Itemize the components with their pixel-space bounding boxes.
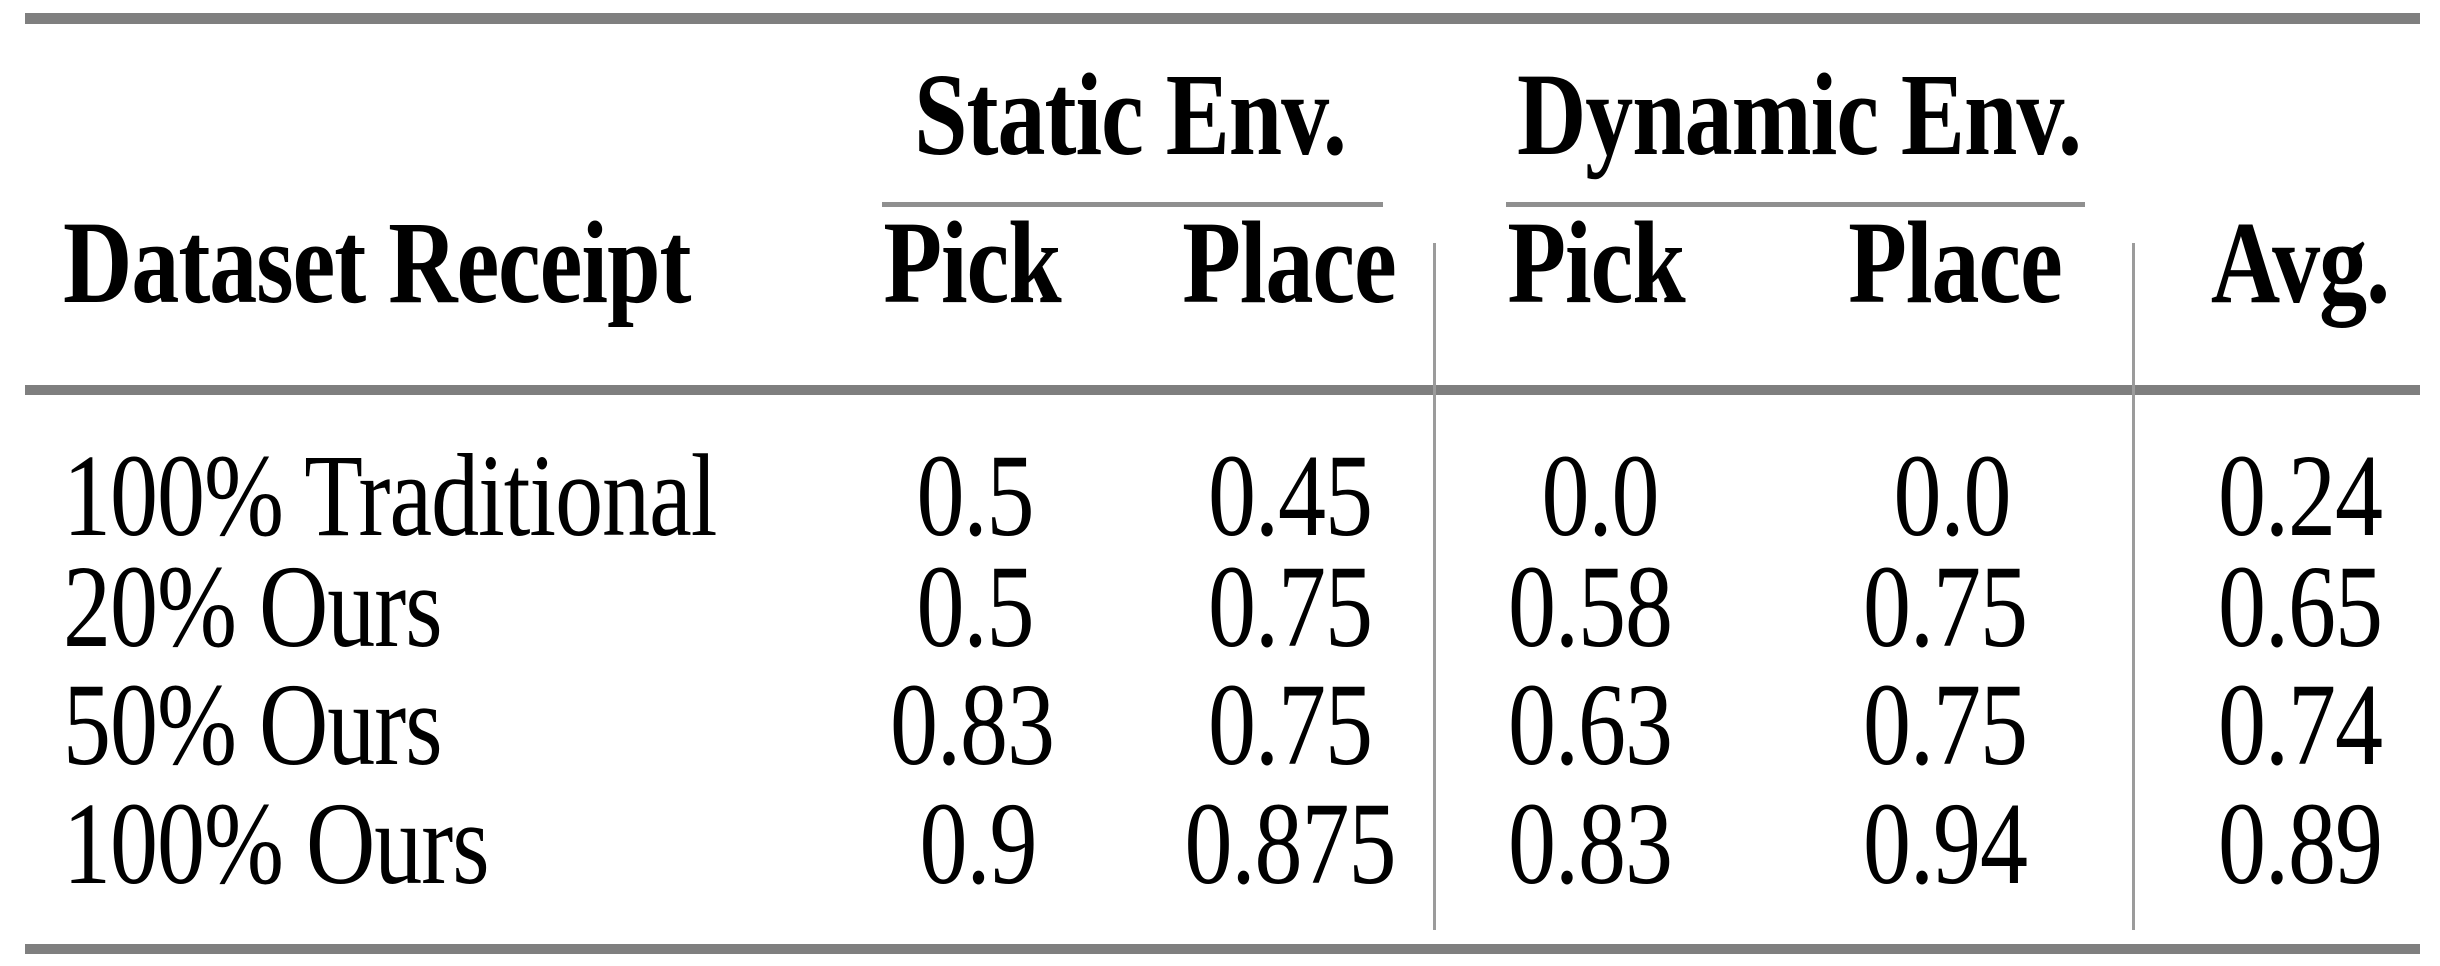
table-cell: 0.65 [2218, 541, 2383, 672]
table-cell: 0.94 [1863, 778, 2028, 909]
row-label: 20% Ours [63, 541, 443, 672]
vertical-rule-static-dynamic [1433, 243, 1436, 930]
table-cell: 0.0 [1541, 430, 1660, 561]
group-header-row: Static Env. Dynamic Env. [0, 49, 2440, 180]
table-cell: 0.58 [1508, 541, 1673, 672]
table-row: 50% Ours 0.83 0.75 0.63 0.75 0.74 [0, 659, 2440, 790]
table-cell: 0.83 [890, 659, 1055, 790]
table-row: 100% Traditional 0.5 0.45 0.0 0.0 0.24 [0, 430, 2440, 561]
column-header-dynamic-pick: Pick [1507, 197, 1685, 328]
table-cell: 0.75 [1208, 541, 1373, 672]
column-header-row: Dataset Receipt Pick Place Pick Place Av… [0, 197, 2440, 328]
table-cell: 0.75 [1208, 659, 1373, 790]
table-cell: 0.63 [1508, 659, 1673, 790]
table-cell: 0.75 [1863, 541, 2028, 672]
group-header-dynamic-env: Dynamic Env. [1516, 49, 2082, 180]
column-header-dataset-receipt: Dataset Receipt [63, 197, 691, 328]
column-header-avg: Avg. [2210, 197, 2390, 328]
column-header-dynamic-place: Place [1848, 197, 2063, 328]
column-header-static-place: Place [1182, 197, 1397, 328]
table-cell: 0.875 [1184, 778, 1397, 909]
row-label: 100% Traditional [63, 430, 717, 561]
table-cell: 0.5 [916, 541, 1035, 672]
table-cell: 0.5 [916, 430, 1035, 561]
bottom-rule [25, 944, 2420, 954]
group-header-static-env: Static Env. [914, 49, 1347, 180]
row-label: 50% Ours [63, 659, 443, 790]
table-cell: 0.45 [1208, 430, 1373, 561]
table-cell: 0.83 [1508, 778, 1673, 909]
table-row: 20% Ours 0.5 0.75 0.58 0.75 0.65 [0, 541, 2440, 672]
table-cell: 0.75 [1863, 659, 2028, 790]
top-rule [25, 13, 2420, 24]
table-cell: 0.9 [919, 778, 1038, 909]
table-row: 100% Ours 0.9 0.875 0.83 0.94 0.89 [0, 778, 2440, 909]
header-separator-rule [25, 385, 2420, 395]
dynamic-env-cmidrule [1506, 202, 2085, 207]
vertical-rule-dynamic-avg [2132, 243, 2135, 930]
table-cell: 0.0 [1893, 430, 2012, 561]
row-label: 100% Ours [63, 778, 490, 909]
column-header-static-pick: Pick [883, 197, 1061, 328]
table-cell: 0.24 [2218, 430, 2383, 561]
table-cell: 0.89 [2218, 778, 2383, 909]
static-env-cmidrule [882, 202, 1383, 207]
table-cell: 0.74 [2218, 659, 2383, 790]
